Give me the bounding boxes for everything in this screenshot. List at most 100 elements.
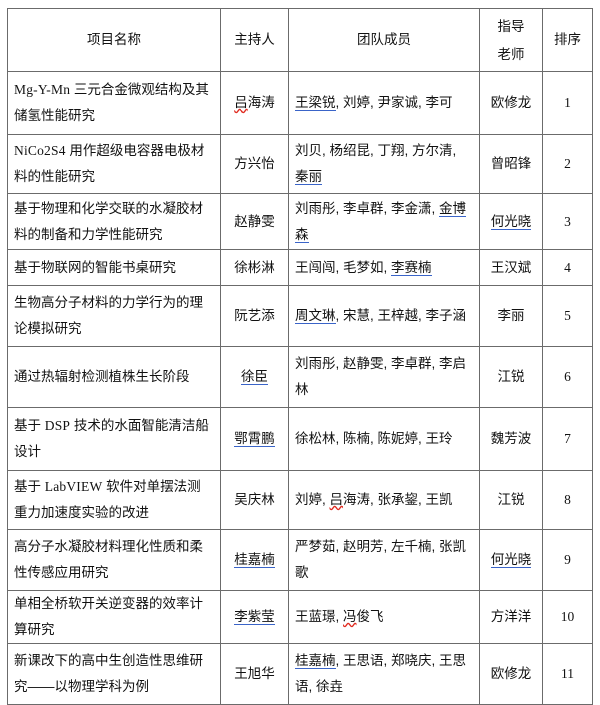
cell-advisor-teacher: 何光晓	[479, 193, 543, 250]
cell-rank: 3	[542, 193, 593, 250]
teacher-name: 王汉斌	[490, 259, 532, 275]
cell-team-members: 王蓝璟, 冯俊飞	[288, 590, 480, 644]
member-name-linked: 秦丽	[295, 169, 322, 185]
rank-value: 8	[564, 492, 571, 507]
cell-rank: 8	[542, 470, 593, 530]
header-row: 项目名称 主持人 团队成员 指导 老师 排序	[7, 8, 593, 72]
cell-advisor-teacher: 江锐	[479, 346, 543, 408]
leader-name-linked: 徐臣	[241, 369, 268, 385]
cell-advisor-teacher: 何光晓	[479, 529, 543, 591]
rank-value: 9	[564, 552, 571, 567]
cell-advisor-teacher: 王汉斌	[479, 249, 543, 286]
cell-project-leader: 徐彬淋	[220, 249, 289, 286]
cell-rank: 2	[542, 134, 593, 194]
member-names: 王闯闯, 毛梦如,	[295, 259, 392, 275]
column-header-teacher: 指导 老师	[479, 8, 543, 72]
cell-advisor-teacher: 欧修龙	[479, 643, 543, 705]
project-list-table: 项目名称 主持人 团队成员 指导 老师 排序 Mg-Y-Mn 三元合金微观结构及…	[7, 8, 593, 705]
title-text: 生物高分子材料的力学行为的理论模拟研究	[14, 295, 203, 336]
table-row: 基于 LabVIEW 软件对单摆法测重力加速度实验的改进 吴庆林 刘婷, 吕海涛, …	[7, 470, 593, 530]
leader-name-linked: 鄂霄鹏	[234, 431, 275, 447]
member-names: , 宋慧, 王梓越, 李子涵	[335, 308, 467, 323]
cell-project-title: 生物高分子材料的力学行为的理论模拟研究	[7, 285, 221, 347]
title-text: 三元合金微观结构及其储氢性能研究	[14, 82, 209, 123]
cell-advisor-teacher: 方洋洋	[479, 590, 543, 644]
cell-project-leader: 桂嘉楠	[220, 529, 289, 591]
cell-project-title: 基于 LabVIEW 软件对单摆法测重力加速度实验的改进	[7, 470, 221, 530]
cell-team-members: 刘雨彤, 赵静雯, 李卓群, 李启林	[288, 346, 480, 408]
cell-team-members: 徐松林, 陈楠, 陈妮婷, 王玲	[288, 407, 480, 471]
member-name-spellflag: 吕	[329, 492, 344, 507]
cell-project-leader: 王旭华	[220, 643, 289, 705]
title-text: 基于物理和化学交联的水凝胶材料的制备和力学性能研究	[14, 200, 203, 242]
title-text: 通过热辐射检测植株生长阶段	[14, 369, 190, 384]
teacher-name: 江锐	[497, 492, 525, 507]
member-names: , 王思语, 郑晓庆, 王思语, 徐垚	[295, 653, 467, 694]
cell-project-leader: 徐臣	[220, 346, 289, 408]
column-header-members: 团队成员	[288, 8, 480, 72]
table-row: 高分子水凝胶材料理化性质和柔性传感应用研究 桂嘉楠 严梦茹, 赵明芳, 左千楠, 张…	[7, 529, 593, 591]
member-names: 刘贝, 杨绍昆, 丁翔, 方尔清,	[295, 143, 457, 158]
leader-name-linked: 李紫莹	[234, 609, 275, 625]
teacher-name: 曾昭锋	[490, 156, 532, 171]
member-names: 王蓝璟,	[295, 609, 344, 624]
leader-name-linked: 桂嘉楠	[234, 552, 275, 568]
teacher-name-linked: 何光晓	[490, 552, 532, 568]
teacher-name: 江锐	[497, 369, 525, 384]
title-latin: Mg-Y-Mn	[14, 82, 71, 97]
cell-rank: 11	[542, 643, 593, 705]
leader-name: 徐彬淋	[234, 259, 275, 275]
cell-project-title: 新课改下的高中生创造性思维研究——以物理学科为例	[7, 643, 221, 705]
title-text: 技术的水面智能清洁船设计	[14, 418, 209, 459]
cell-rank: 1	[542, 71, 593, 135]
leader-name: 王旭华	[234, 666, 275, 681]
column-header-title: 项目名称	[7, 8, 221, 72]
table-row: 生物高分子材料的力学行为的理论模拟研究 阮艺添 周文琳, 宋慧, 王梓越, 李子涵李…	[7, 285, 593, 347]
cell-team-members: 桂嘉楠, 王思语, 郑晓庆, 王思语, 徐垚	[288, 643, 480, 705]
rank-value: 5	[564, 308, 571, 323]
member-name-linked: 金博森	[295, 200, 467, 243]
member-name-linked: 桂嘉楠	[295, 653, 336, 669]
cell-team-members: 刘雨彤, 李卓群, 李金潇, 金博森	[288, 193, 480, 250]
table-row: 基于物联网的智能书桌研究 徐彬淋 王闯闯, 毛梦如, 李赛楠 王汉斌 4	[7, 249, 593, 286]
cell-project-leader: 鄂霄鹏	[220, 407, 289, 471]
title-text: 基于物联网的智能书桌研究	[14, 259, 176, 275]
cell-team-members: 王梁锐, 刘婷, 尹家诚, 李可	[288, 71, 480, 135]
column-header-teacher-line1: 指导	[497, 19, 525, 34]
table-row: 通过热辐射检测植株生长阶段 徐臣 刘雨彤, 赵静雯, 李卓群, 李启林 江锐 6	[7, 346, 593, 408]
leader-name: 方兴怡	[234, 156, 275, 171]
teacher-name: 方洋洋	[490, 609, 532, 624]
cell-advisor-teacher: 魏芳波	[479, 407, 543, 471]
member-name-linked: 李赛楠	[391, 259, 432, 276]
cell-project-title: 通过热辐射检测植株生长阶段	[7, 346, 221, 408]
rank-value: 11	[561, 666, 574, 681]
rank-value: 4	[564, 259, 571, 275]
cell-rank: 5	[542, 285, 593, 347]
member-names: , 刘婷, 尹家诚, 李可	[335, 95, 453, 110]
leader-name: 海涛	[247, 95, 275, 110]
leader-name: 吴庆林	[234, 492, 275, 507]
cell-project-leader: 阮艺添	[220, 285, 289, 347]
cell-team-members: 周文琳, 宋慧, 王梓越, 李子涵	[288, 285, 480, 347]
cell-advisor-teacher: 曾昭锋	[479, 134, 543, 194]
table-row: Mg-Y-Mn 三元合金微观结构及其储氢性能研究 吕海涛 王梁锐, 刘婷, 尹家诚,…	[7, 71, 593, 135]
cell-advisor-teacher: 江锐	[479, 470, 543, 530]
rank-value: 6	[564, 369, 571, 384]
title-text: 高分子水凝胶材料理化性质和柔性传感应用研究	[14, 539, 203, 580]
cell-rank: 7	[542, 407, 593, 471]
member-name-linked: 王梁锐	[295, 95, 336, 111]
title-text: 单相全桥软开关逆变器的效率计算研究	[14, 596, 203, 637]
column-header-teacher-line2: 老师	[497, 47, 525, 62]
title-latin: DSP	[44, 418, 71, 433]
teacher-name-linked: 何光晓	[490, 213, 532, 230]
cell-project-title: 高分子水凝胶材料理化性质和柔性传感应用研究	[7, 529, 221, 591]
title-text: 新课改下的高中生创造性思维研究——以物理学科为例	[14, 653, 203, 694]
member-names: 刘雨彤, 李卓群, 李金潇,	[295, 200, 440, 216]
cell-project-leader: 赵静雯	[220, 193, 289, 250]
title-latin: NiCo2S4	[14, 143, 66, 158]
rank-value: 3	[564, 213, 571, 229]
teacher-name: 欧修龙	[490, 666, 532, 681]
title-text: 软件对单摆法测重力加速度实验的改进	[14, 479, 201, 520]
cell-team-members: 严梦茹, 赵明芳, 左千楠, 张凯歌	[288, 529, 480, 591]
rank-value: 2	[564, 156, 571, 171]
